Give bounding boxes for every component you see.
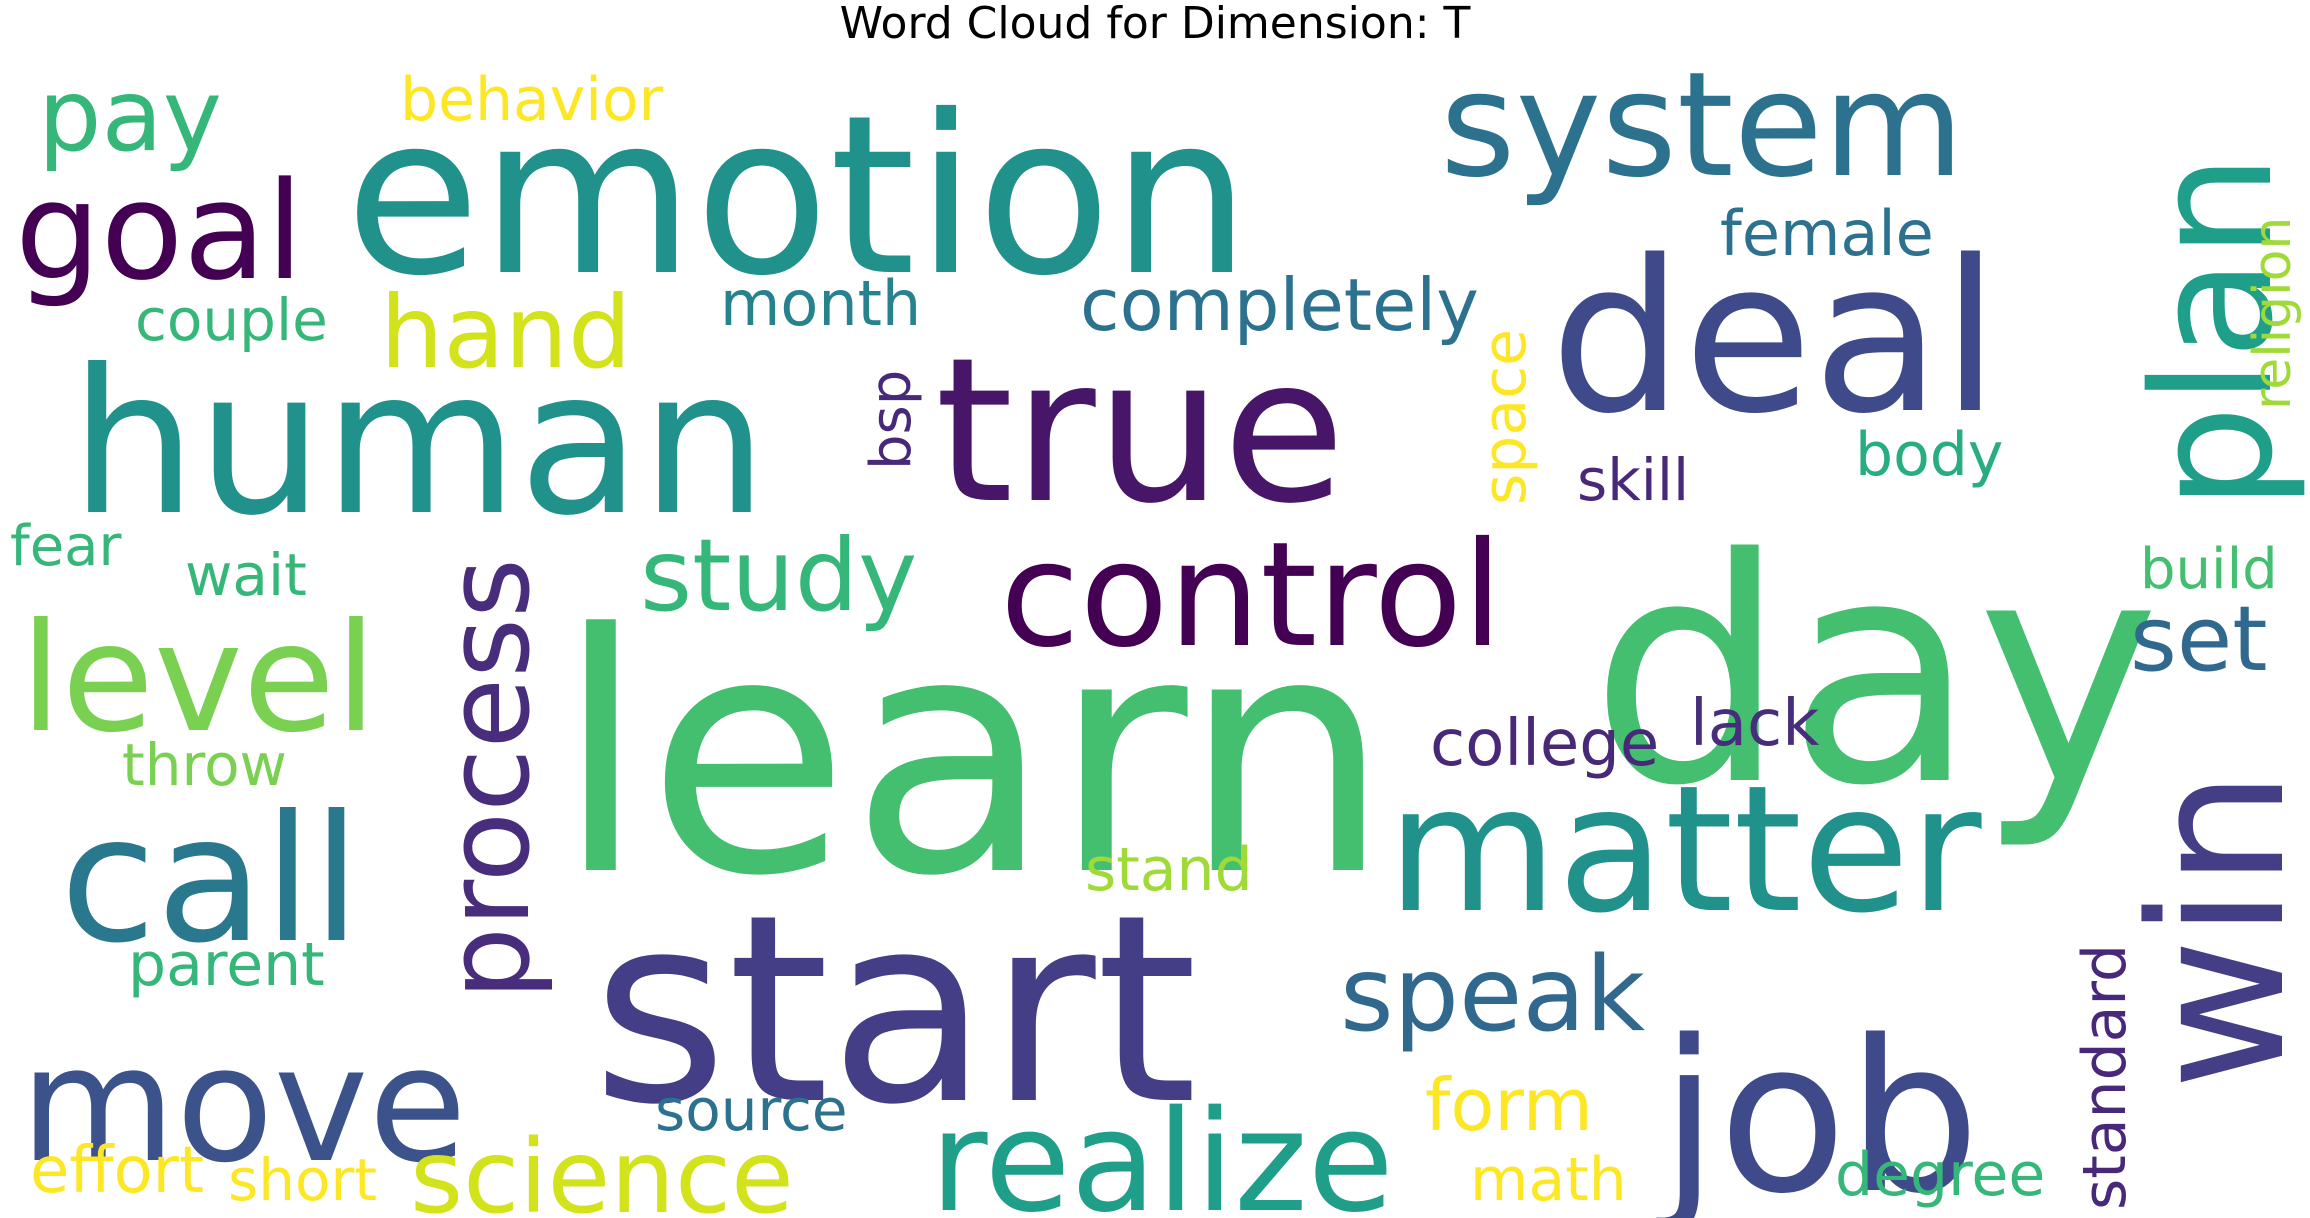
word-set: set — [2130, 587, 2268, 692]
word-day: day — [1590, 493, 2160, 854]
word-wait: wait — [185, 541, 307, 609]
word-move: move — [20, 1011, 467, 1198]
word-goal: goal — [15, 153, 304, 310]
word-win: win — [2110, 770, 2310, 1090]
word-standard: standard — [2070, 944, 2140, 1210]
word-female: female — [1720, 197, 1934, 270]
word-behavior: behavior — [400, 65, 664, 135]
word-bsp: bsp — [859, 370, 924, 470]
word-matter: matter — [1387, 749, 1982, 952]
chart-title: Word Cloud for Dimension: T — [839, 0, 1471, 49]
word-completely: completely — [1080, 263, 1479, 347]
word-deal: deal — [1550, 215, 2000, 460]
word-religion: religion — [2243, 217, 2303, 410]
word-form: form — [1425, 1063, 1593, 1147]
word-short: short — [228, 1146, 377, 1214]
word-speak: speak — [1340, 935, 1646, 1055]
word-true: true — [935, 315, 1345, 548]
word-body: body — [1855, 420, 2003, 490]
word-realize: realize — [930, 1081, 1394, 1218]
word-stand: stand — [1085, 835, 1253, 905]
word-space: space — [1470, 329, 1540, 505]
word-build: build — [2140, 537, 2278, 602]
word-study: study — [640, 517, 917, 634]
word-throw: throw — [122, 731, 287, 799]
word-plan: plan — [2117, 154, 2309, 510]
word-control: control — [1000, 511, 1503, 680]
word-month: month — [720, 267, 921, 340]
word-fear: fear — [10, 514, 122, 579]
word-process: process — [422, 558, 556, 1000]
word-pay: pay — [38, 57, 222, 174]
word-skill: skill — [1577, 446, 1689, 514]
word-learn: learn — [555, 564, 1391, 948]
word-job: job — [1656, 995, 1980, 1218]
word-level: level — [20, 592, 377, 766]
word-human: human — [70, 327, 768, 560]
word-effort: effort — [30, 1134, 204, 1208]
word-lack: lack — [1690, 687, 1819, 761]
word-couple: couple — [135, 286, 328, 354]
word-emotion: emotion — [345, 68, 1251, 324]
word-call: call — [60, 779, 361, 982]
word-college: college — [1430, 707, 1659, 781]
word-hand: hand — [380, 274, 632, 391]
word-science: science — [410, 1118, 794, 1218]
word-degree: degree — [1835, 1140, 2045, 1210]
word-parent: parent — [128, 930, 325, 1000]
word-system: system — [1440, 41, 1964, 210]
word-math: math — [1470, 1145, 1627, 1215]
word-source: source — [655, 1076, 848, 1144]
word-start: start — [592, 860, 1198, 1162]
